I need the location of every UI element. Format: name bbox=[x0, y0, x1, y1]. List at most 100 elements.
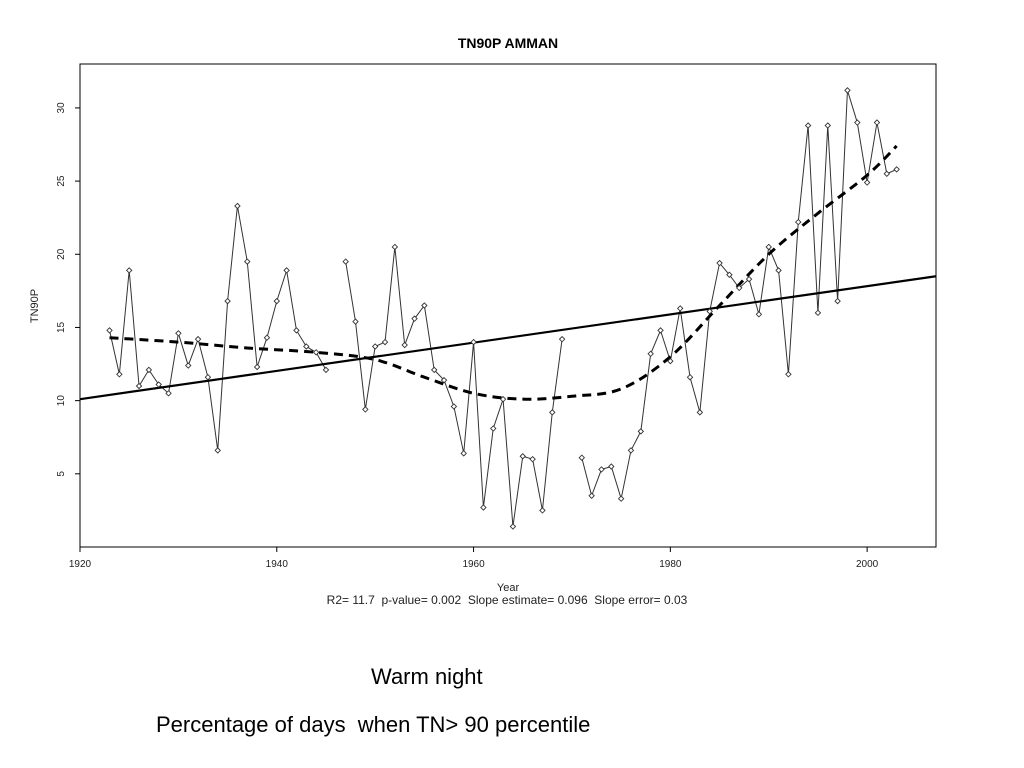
data-point bbox=[775, 267, 782, 274]
data-point bbox=[824, 122, 832, 129]
data-point bbox=[342, 258, 349, 265]
data-point bbox=[539, 507, 546, 514]
x-axis-label: Year bbox=[497, 582, 520, 594]
data-point bbox=[726, 271, 733, 279]
data-point bbox=[480, 504, 487, 511]
data-point bbox=[470, 338, 477, 346]
x-tick-label: 1940 bbox=[266, 559, 289, 570]
data-point bbox=[155, 381, 162, 388]
data-point bbox=[460, 450, 467, 457]
data-point bbox=[293, 327, 300, 334]
data-point bbox=[578, 454, 586, 461]
data-point bbox=[312, 349, 320, 356]
data-point bbox=[519, 453, 526, 460]
x-tick-label: 2000 bbox=[856, 559, 879, 570]
data-point bbox=[716, 259, 723, 267]
data-point bbox=[194, 335, 202, 343]
data-point bbox=[509, 523, 517, 530]
data-point bbox=[676, 305, 684, 312]
y-tick-label: 30 bbox=[56, 102, 67, 114]
data-point bbox=[637, 428, 645, 435]
data-point bbox=[696, 409, 704, 416]
data-point bbox=[165, 390, 172, 397]
data-point bbox=[785, 371, 792, 378]
y-axis-label: TN90P bbox=[29, 289, 41, 323]
data-point bbox=[686, 373, 694, 381]
x-tick-label: 1980 bbox=[659, 559, 682, 570]
annual-series-line bbox=[581, 90, 897, 499]
caption-line-2: Percentage of days when TN> 90 percentil… bbox=[156, 712, 591, 737]
data-point bbox=[401, 341, 408, 349]
data-point bbox=[244, 258, 251, 265]
data-point bbox=[175, 330, 182, 337]
data-point bbox=[116, 371, 123, 378]
data-point bbox=[627, 447, 635, 454]
data-point bbox=[745, 275, 753, 283]
caption-line-1: Warm night bbox=[371, 664, 483, 689]
data-point bbox=[814, 309, 822, 317]
data-point bbox=[588, 492, 595, 500]
data-point bbox=[844, 87, 851, 94]
data-point bbox=[608, 463, 615, 470]
y-tick-label: 25 bbox=[56, 175, 67, 187]
y-tick-label: 15 bbox=[56, 321, 67, 333]
data-point bbox=[430, 366, 438, 374]
marker-layer bbox=[106, 87, 900, 530]
data-point bbox=[795, 218, 802, 226]
chart-title: TN90P AMMAN bbox=[458, 35, 558, 51]
data-point bbox=[667, 357, 674, 365]
data-point bbox=[214, 447, 221, 454]
x-tick-label: 1920 bbox=[69, 559, 92, 570]
y-axis: 5 10 15 20 25 30 bbox=[56, 102, 80, 477]
data-point bbox=[499, 395, 507, 403]
data-point bbox=[421, 302, 428, 309]
y-tick-label: 20 bbox=[56, 248, 67, 260]
data-point bbox=[863, 179, 871, 186]
linear-trend-line bbox=[79, 275, 937, 401]
data-point bbox=[883, 170, 891, 178]
data-point bbox=[657, 327, 664, 334]
data-point bbox=[647, 350, 654, 358]
data-point bbox=[371, 343, 379, 350]
data-point bbox=[303, 343, 310, 350]
data-point bbox=[834, 297, 841, 305]
data-point bbox=[135, 382, 143, 390]
y-tick-label: 10 bbox=[56, 395, 67, 407]
data-point bbox=[391, 243, 399, 251]
data-point bbox=[283, 267, 290, 274]
data-point bbox=[253, 363, 261, 371]
data-point bbox=[273, 297, 281, 305]
data-point bbox=[558, 335, 566, 343]
x-axis: 1920 1940 1960 1980 2000 bbox=[69, 547, 879, 570]
data-point bbox=[854, 119, 861, 126]
data-point bbox=[362, 406, 369, 413]
data-point bbox=[873, 119, 881, 126]
data-point bbox=[381, 338, 389, 346]
data-point bbox=[706, 308, 713, 315]
data-point bbox=[125, 267, 133, 274]
data-point bbox=[263, 334, 271, 341]
data-point bbox=[322, 366, 330, 374]
data-point bbox=[450, 403, 458, 410]
data-point bbox=[893, 166, 900, 173]
data-point bbox=[411, 315, 418, 322]
annual-series-line bbox=[109, 205, 327, 451]
data-point bbox=[440, 376, 448, 384]
data-point bbox=[529, 455, 536, 463]
data-point bbox=[617, 495, 625, 502]
data-point bbox=[490, 425, 497, 432]
data-point bbox=[234, 202, 241, 210]
series-layer bbox=[79, 90, 937, 527]
chart: TN90P AMMAN 1920 1940 1960 1980 2000 5 10 15 20… bbox=[29, 35, 937, 607]
data-point bbox=[352, 318, 359, 325]
x-tick-label: 1960 bbox=[462, 559, 485, 570]
regression-stats: R2= 11.7 p-value= 0.002 Slope estimate= … bbox=[327, 593, 688, 607]
data-point bbox=[106, 327, 113, 334]
y-tick-label: 5 bbox=[56, 471, 67, 477]
data-point bbox=[598, 466, 605, 473]
data-point bbox=[184, 362, 192, 369]
data-point bbox=[224, 297, 231, 305]
data-point bbox=[204, 373, 212, 381]
data-point bbox=[735, 284, 743, 292]
data-point bbox=[765, 243, 772, 251]
